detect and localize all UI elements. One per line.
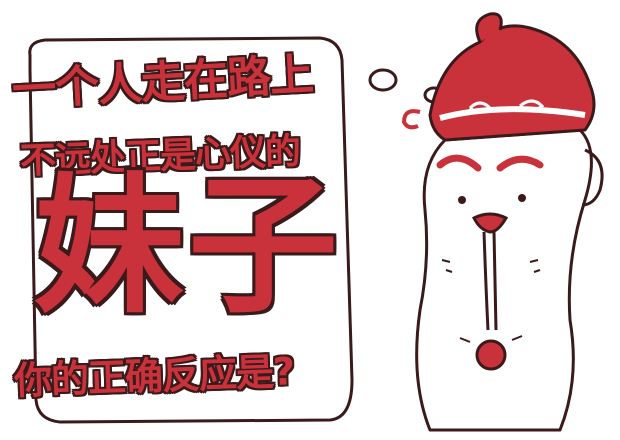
caption-question: 你的正确反应是? — [13, 349, 295, 403]
thought-bubble-icon — [368, 68, 445, 104]
santa-hat-character-icon — [401, 12, 604, 432]
speech-frame — [28, 36, 354, 424]
caption-big-word: 妹子 — [34, 160, 343, 334]
